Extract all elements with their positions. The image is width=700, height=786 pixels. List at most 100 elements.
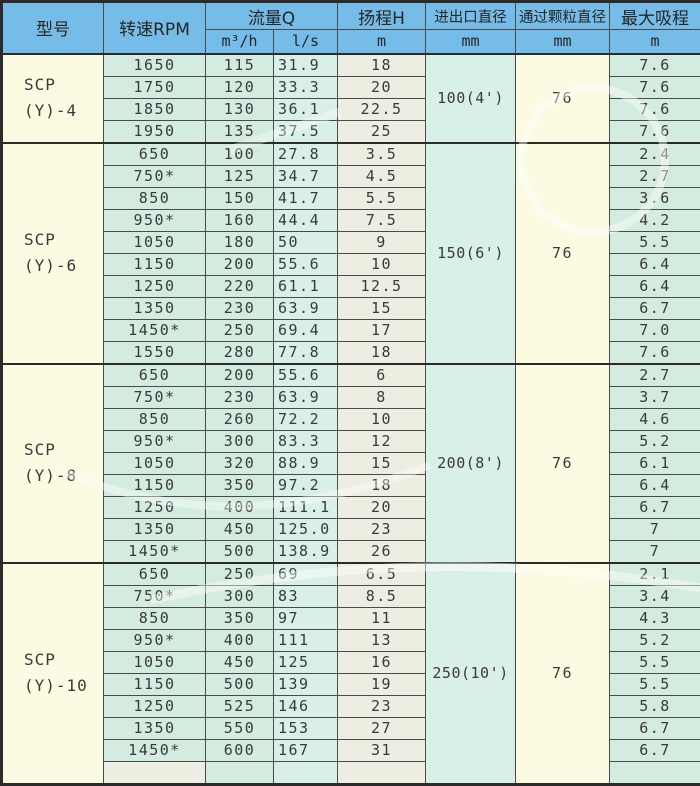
cell-max-suction: 7.6 [610,98,700,120]
cell-rpm: 1150 [104,474,206,496]
cell-max-suction: 6.7 [610,496,700,518]
model-line1: SCP [24,437,103,463]
cell-head: 27 [338,717,426,739]
cell-max-suction: 7.0 [610,319,700,341]
cell-head: 17 [338,319,426,341]
cell-rpm: 1050 [104,651,206,673]
cell-head: 4.5 [338,165,426,187]
cell-rpm: 1350 [104,717,206,739]
cell-flow-m3h: 500 [206,540,274,563]
pump-spec-sheet: 型号 转速RPM 流量Q 扬程H 进出口直径 通过颗粒直径 最大吸程 m³/h … [0,0,700,769]
header-head: 扬程H [338,2,426,30]
cell-head: 18 [338,474,426,496]
cell-rpm: 950* [104,209,206,231]
header-flow-m3h-unit: m³/h [206,30,274,54]
cell-flow-m3h: 300 [206,585,274,607]
cell-flow-m3h: 280 [206,341,274,364]
cell-max-suction: 7 [610,540,700,563]
cell-head: 7.5 [338,209,426,231]
cell-flow-ls: 77.8 [274,341,338,364]
cell-flow-ls: 97 [274,607,338,629]
cell-flow-ls: 83 [274,585,338,607]
cell-rpm: 950* [104,629,206,651]
cell-max-suction: 3.4 [610,585,700,607]
model-line2: (Y)-6 [24,253,103,279]
cell-max-suction: 4.3 [610,607,700,629]
cell-flow-m3h: 200 [206,364,274,387]
cell-rpm: 1450* [104,739,206,761]
cell-flow-m3h: 300 [206,430,274,452]
cell-flow-m3h: 230 [206,386,274,408]
cell-rpm: 1350 [104,297,206,319]
cell-flow-m3h: 250 [206,563,274,586]
table-header: 型号 转速RPM 流量Q 扬程H 进出口直径 通过颗粒直径 最大吸程 m³/h … [2,2,700,54]
cell-head [338,761,426,784]
cell-flow-ls: 153 [274,717,338,739]
cell-model: SCP(Y)-6 [2,143,104,364]
cell-flow-m3h: 350 [206,474,274,496]
cell-head: 10 [338,408,426,430]
cell-head: 18 [338,54,426,77]
header-head-unit: m [338,30,426,54]
cell-head: 13 [338,629,426,651]
cell-particle-diameter: 76 [516,563,610,785]
cell-flow-ls: 37.5 [274,120,338,143]
cell-max-suction: 5.2 [610,629,700,651]
cell-flow-ls: 55.6 [274,364,338,387]
cell-head: 25 [338,120,426,143]
header-inlet-unit: mm [426,30,516,54]
cell-flow-m3h [206,761,274,784]
model-line1: SCP [24,227,103,253]
cell-flow-ls: 55.6 [274,253,338,275]
cell-flow-ls: 34.7 [274,165,338,187]
cell-flow-ls: 63.9 [274,297,338,319]
cell-flow-m3h: 100 [206,143,274,166]
cell-flow-m3h: 450 [206,651,274,673]
cell-rpm: 1050 [104,231,206,253]
cell-rpm: 1150 [104,673,206,695]
header-suction-unit: m [610,30,700,54]
cell-head: 15 [338,297,426,319]
cell-max-suction: 2.4 [610,143,700,166]
cell-max-suction: 6.7 [610,739,700,761]
cell-max-suction: 5.2 [610,430,700,452]
cell-rpm: 1450* [104,319,206,341]
header-particle-diameter: 通过颗粒直径 [516,2,610,30]
model-line2: (Y)-10 [24,673,103,699]
cell-max-suction: 2.7 [610,165,700,187]
cell-head: 10 [338,253,426,275]
cell-max-suction: 3.6 [610,187,700,209]
cell-rpm: 750* [104,165,206,187]
cell-flow-m3h: 125 [206,165,274,187]
cell-max-suction: 6.4 [610,275,700,297]
cell-rpm: 850 [104,408,206,430]
cell-rpm: 1950 [104,120,206,143]
cell-rpm: 850 [104,607,206,629]
cell-flow-ls: 27.8 [274,143,338,166]
cell-rpm: 650 [104,143,206,166]
cell-flow-m3h: 500 [206,673,274,695]
cell-flow-m3h: 260 [206,408,274,430]
cell-flow-m3h: 160 [206,209,274,231]
cell-rpm: 1450* [104,540,206,563]
cell-max-suction: 6.1 [610,452,700,474]
header-rpm: 转速RPM [104,2,206,54]
cell-rpm: 650 [104,563,206,586]
cell-flow-m3h: 230 [206,297,274,319]
cell-max-suction: 7.6 [610,54,700,77]
cell-inlet-diameter: 250(10') [426,563,516,785]
cell-particle-diameter: 76 [516,54,610,143]
cell-flow-ls: 111 [274,629,338,651]
cell-max-suction: 7.6 [610,120,700,143]
cell-head: 12 [338,430,426,452]
cell-max-suction: 7.6 [610,76,700,98]
cell-model: SCP(Y)-10 [2,563,104,785]
cell-max-suction: 6.7 [610,717,700,739]
cell-head: 12.5 [338,275,426,297]
cell-head: 18 [338,341,426,364]
cell-flow-ls: 167 [274,739,338,761]
cell-inlet-diameter: 100(4') [426,54,516,143]
